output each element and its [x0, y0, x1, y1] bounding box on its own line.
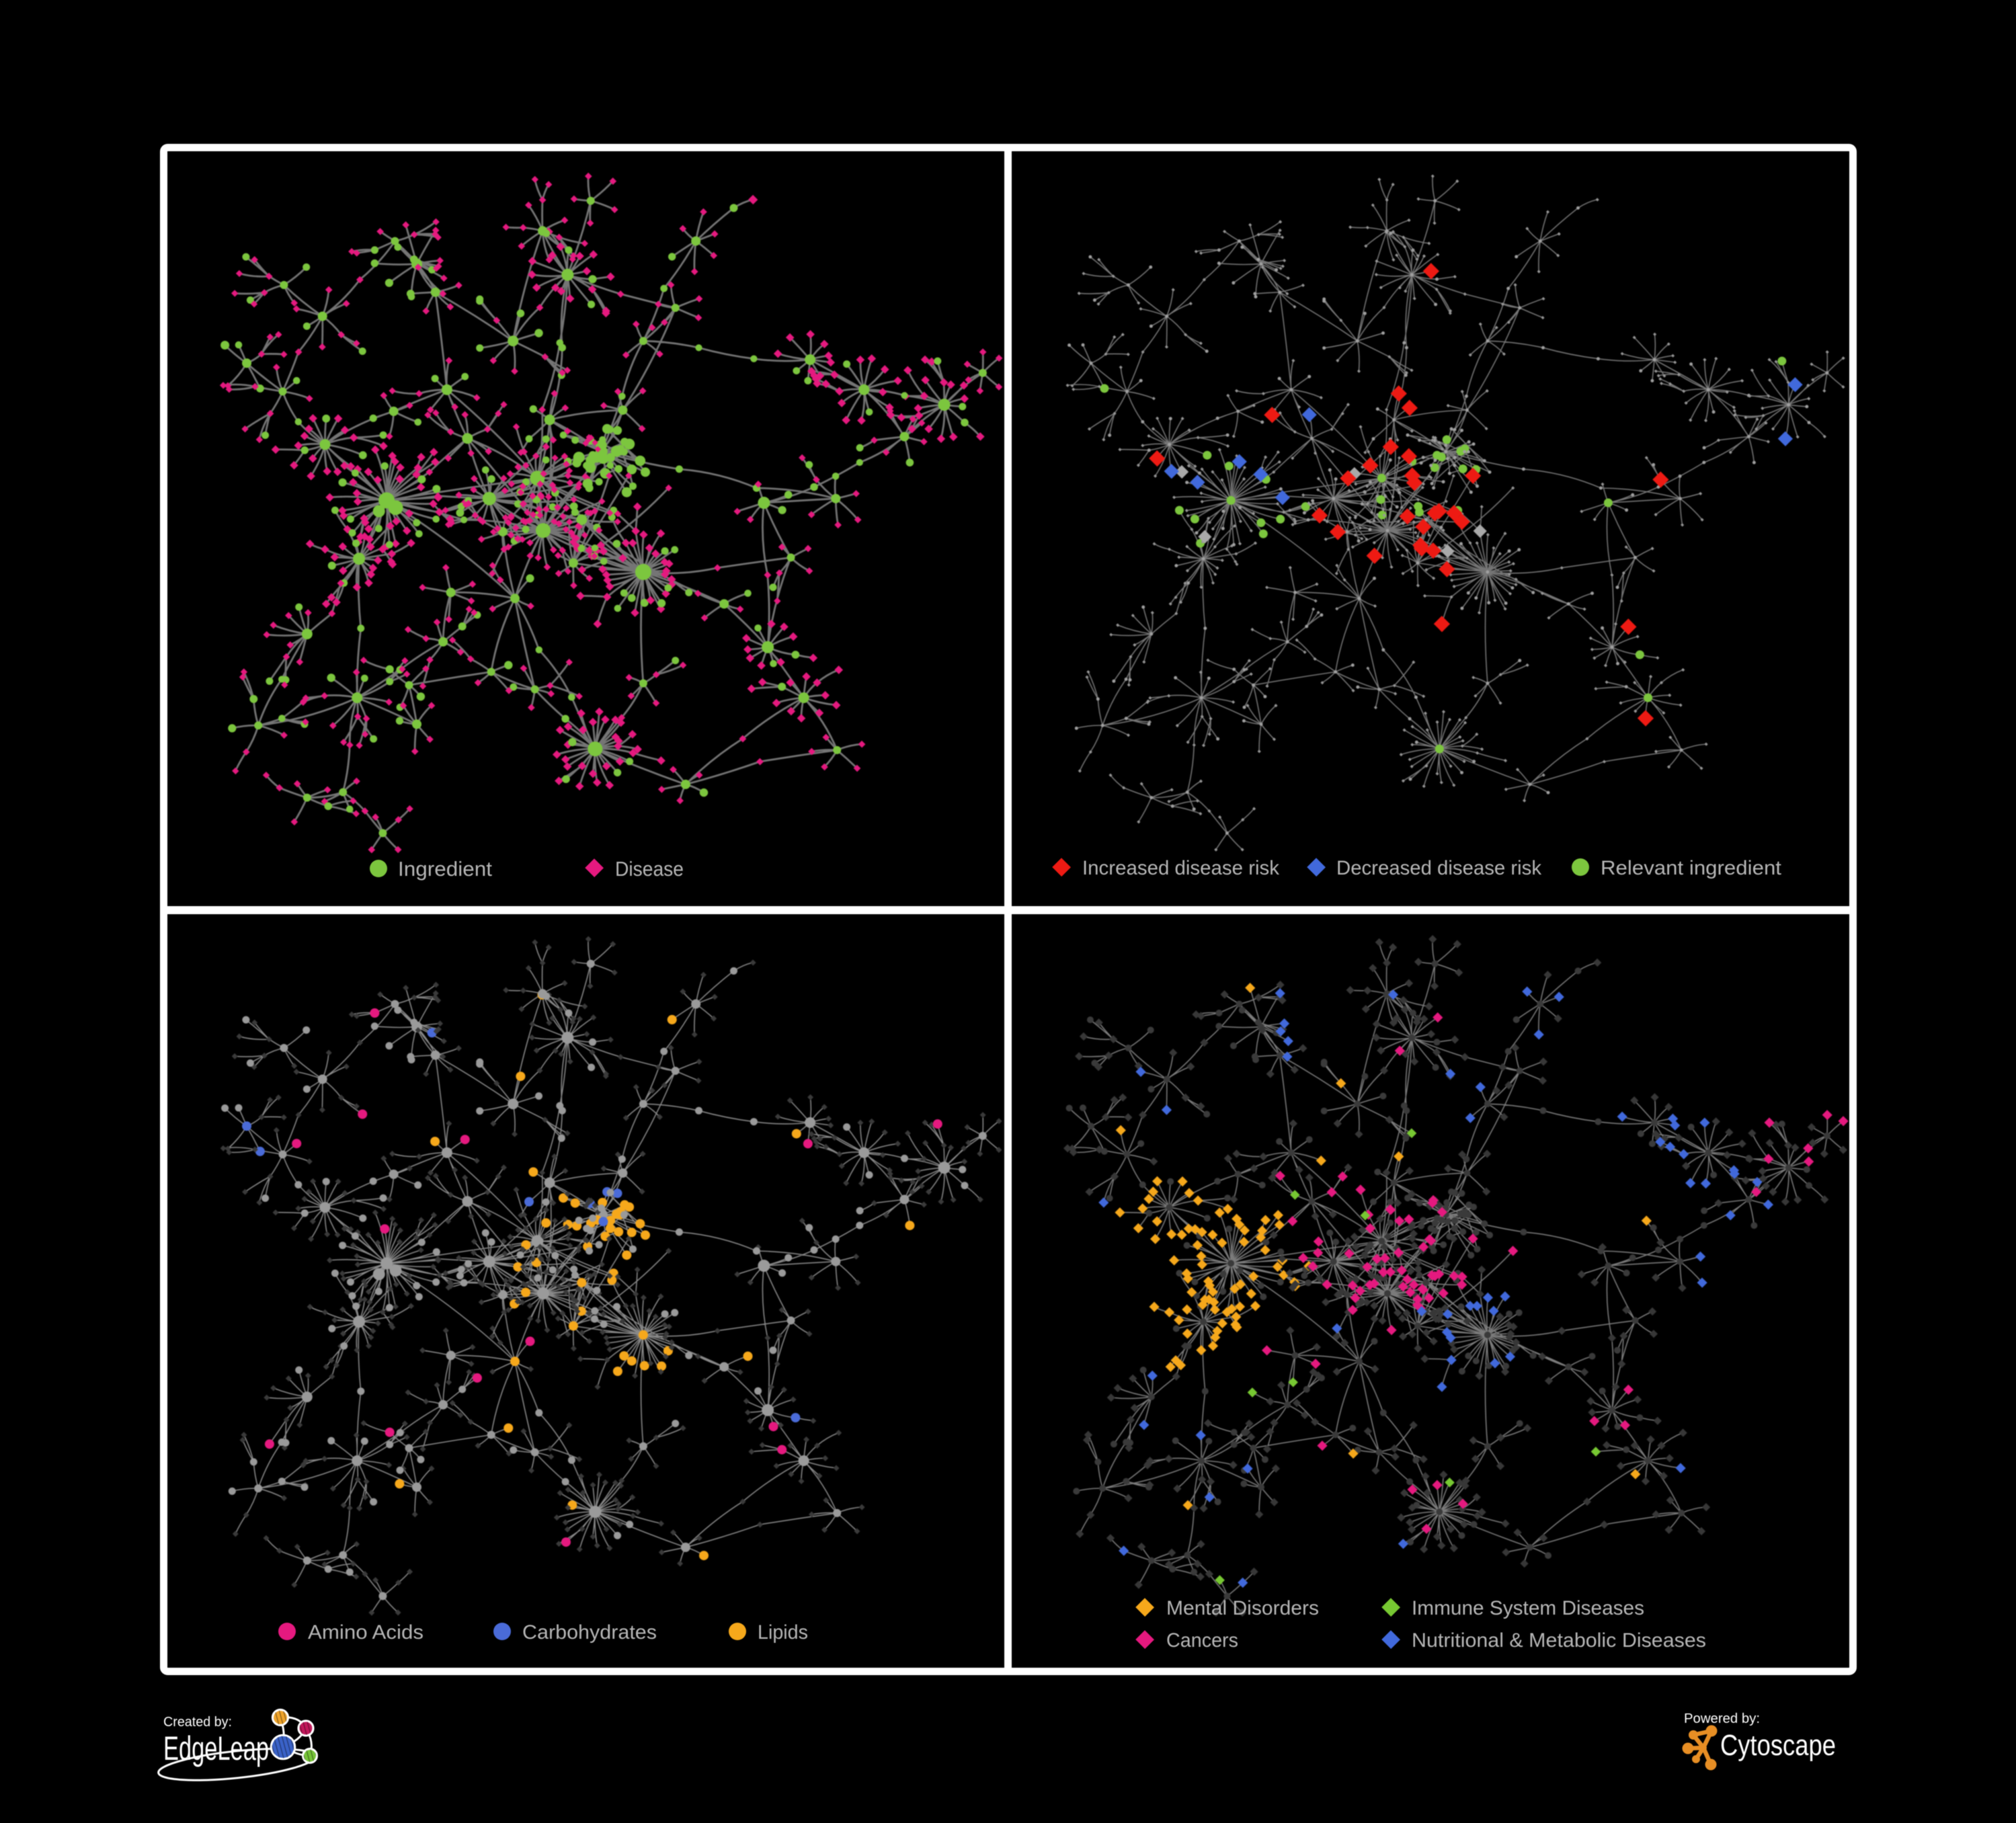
svg-text:Created by:: Created by:	[163, 1715, 232, 1730]
svg-text:Disease: Disease	[615, 857, 684, 881]
svg-text:Decreased disease risk: Decreased disease risk	[1336, 857, 1542, 879]
svg-text:Lipids: Lipids	[758, 1621, 808, 1644]
svg-text:Nutritional & Metabolic Diseas: Nutritional & Metabolic Diseases	[1412, 1629, 1706, 1652]
svg-text:Cancers: Cancers	[1166, 1629, 1238, 1652]
svg-text:Ingredient: Ingredient	[398, 857, 492, 881]
svg-text:Immune System Diseases: Immune System Diseases	[1412, 1597, 1644, 1619]
svg-text:Carbohydrates: Carbohydrates	[522, 1621, 657, 1644]
svg-text:Increased disease risk: Increased disease risk	[1082, 857, 1280, 879]
svg-text:Mental Disorders: Mental Disorders	[1166, 1597, 1319, 1619]
svg-text:Cytoscape: Cytoscape	[1720, 1729, 1836, 1762]
svg-text:Relevant ingredient: Relevant ingredient	[1601, 857, 1782, 879]
svg-text:Amino Acids: Amino Acids	[308, 1621, 424, 1644]
svg-text:Powered by:: Powered by:	[1684, 1711, 1760, 1726]
